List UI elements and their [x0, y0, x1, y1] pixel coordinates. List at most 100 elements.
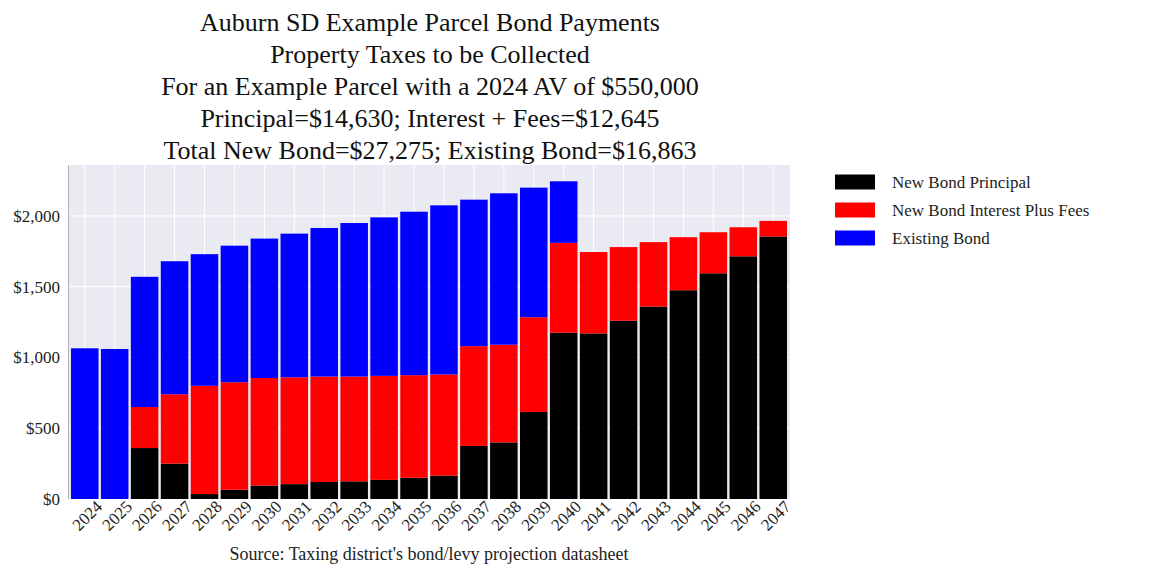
tick-label: 2034	[368, 497, 406, 535]
bar	[161, 464, 189, 499]
legend-label: Existing Bond	[892, 229, 990, 248]
tick: $1,500	[13, 278, 68, 297]
bar	[610, 247, 638, 248]
bar	[281, 234, 309, 378]
tick: 2038	[488, 497, 525, 534]
bar	[460, 446, 488, 499]
tick: 2044	[667, 497, 705, 535]
bar	[251, 239, 279, 378]
tick-label: 2036	[428, 497, 465, 534]
bar	[310, 482, 338, 499]
x-axis: 2024202520262027202820292030203120322033…	[69, 497, 795, 535]
bar	[430, 374, 458, 475]
tick: 2042	[607, 497, 644, 534]
tick-label: 2043	[637, 497, 674, 534]
tick: 2029	[218, 497, 255, 534]
tick: 2034	[368, 497, 406, 535]
bar	[460, 200, 488, 346]
bar	[191, 254, 219, 386]
tick-label: 2038	[488, 497, 525, 534]
y-axis: $0$500$1,000$1,500$2,000	[13, 166, 68, 509]
tick-label: 2045	[697, 497, 734, 534]
tick: 2039	[518, 497, 555, 534]
tick: 2045	[697, 497, 734, 534]
bar	[759, 220, 787, 221]
tick-label: 2035	[398, 497, 435, 534]
tick: 2036	[428, 497, 465, 534]
tick: 2031	[278, 497, 315, 534]
bar	[580, 252, 608, 333]
bar	[640, 242, 668, 243]
bar	[670, 237, 698, 238]
tick-label: 2040	[548, 497, 585, 534]
tick: 2027	[158, 497, 196, 535]
tick: 2041	[577, 497, 614, 534]
bar	[490, 442, 518, 499]
bar	[759, 221, 787, 237]
bar	[550, 333, 578, 499]
bar	[610, 321, 638, 499]
tick-label: 2031	[278, 497, 315, 534]
bar	[340, 223, 368, 377]
bar	[340, 377, 368, 482]
tick-label: 2047	[757, 497, 795, 535]
bar	[700, 232, 728, 273]
bar	[759, 236, 787, 499]
bar	[131, 407, 159, 448]
legend-swatch	[835, 175, 875, 190]
tick-label: 2024	[69, 497, 107, 535]
bar	[340, 481, 368, 499]
bar	[221, 490, 249, 499]
tick: 2033	[338, 497, 375, 534]
tick: 2025	[99, 497, 136, 534]
bar	[281, 377, 309, 484]
bar	[161, 261, 189, 394]
legend-label: New Bond Principal	[892, 173, 1031, 192]
tick-label: 2032	[308, 497, 345, 534]
bar	[131, 448, 159, 499]
bar	[370, 480, 398, 499]
axis-line	[68, 166, 69, 500]
tick-label: 2037	[458, 497, 496, 535]
bar	[550, 243, 578, 333]
bar	[520, 317, 548, 412]
tick-label: 2030	[248, 497, 285, 534]
legend-swatch	[835, 231, 875, 246]
bar	[400, 375, 428, 478]
bar	[460, 346, 488, 446]
bar	[490, 345, 518, 443]
axis-line	[69, 499, 791, 500]
bar	[370, 217, 398, 376]
tick: 2024	[69, 497, 107, 535]
tick: $0	[43, 490, 68, 509]
plot-background	[68, 165, 790, 499]
bar	[490, 193, 518, 344]
bar	[251, 486, 279, 499]
title-line: Total New Bond=$27,275; Existing Bond=$1…	[163, 136, 696, 165]
legend: New Bond PrincipalNew Bond Interest Plus…	[835, 173, 1089, 248]
tick: 2040	[548, 497, 585, 534]
bar	[730, 227, 758, 256]
bar	[700, 273, 728, 499]
tick-label: 2029	[218, 497, 255, 534]
tick-label: 2042	[607, 497, 644, 534]
bar	[520, 188, 548, 317]
series	[71, 181, 577, 499]
bar	[221, 382, 249, 490]
tick: 2047	[757, 497, 795, 535]
bar	[670, 290, 698, 499]
bar	[640, 307, 668, 499]
tick-label: 2033	[338, 497, 375, 534]
tick-label: 2027	[158, 497, 196, 535]
tick-label: 2039	[518, 497, 555, 534]
tick-label: 2044	[667, 497, 705, 535]
bar	[700, 232, 728, 233]
bar	[430, 205, 458, 374]
bar	[550, 181, 578, 243]
bar	[610, 247, 638, 321]
tick: $500	[26, 419, 68, 438]
bars	[71, 181, 787, 499]
bar	[520, 412, 548, 499]
x-axis-label: Source: Taxing district's bond/levy proj…	[229, 544, 628, 564]
title-line: Auburn SD Example Parcel Bond Payments	[200, 8, 660, 37]
